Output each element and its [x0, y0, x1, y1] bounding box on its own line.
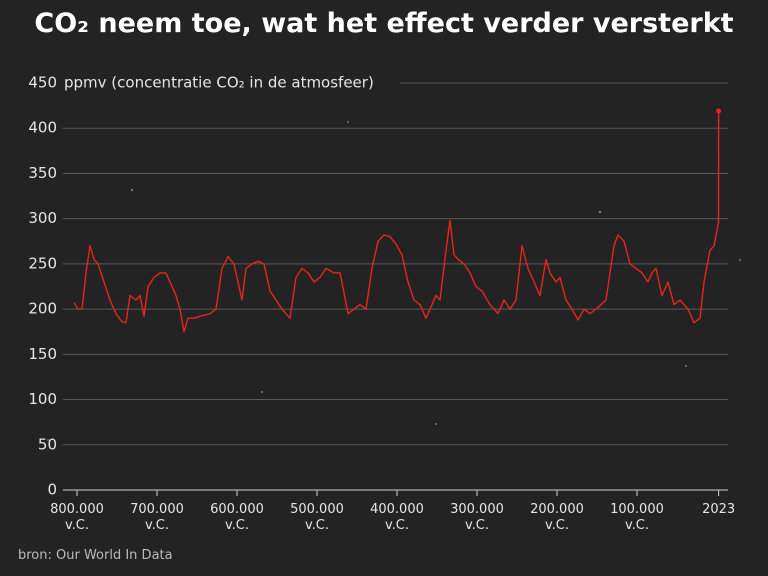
y-tick-label: 250: [28, 254, 57, 272]
y-tick-label: 50: [38, 435, 57, 453]
x-tick-label: 700.000 v.C.: [130, 502, 184, 533]
y-tick-label: 0: [47, 481, 57, 499]
y-tick-label: 100: [28, 390, 57, 408]
chart-title: CO₂ neem toe, wat het effect verder vers…: [34, 8, 734, 39]
data-line: [73, 111, 720, 333]
stars: [47, 121, 741, 441]
x-tick-label: 600.000 v.C.: [210, 502, 264, 533]
x-tick-label: 300.000 v.C.: [450, 502, 504, 533]
y-tick-label: 450: [28, 74, 57, 92]
end-point: [716, 108, 722, 114]
y-axis-title: ppmv (concentratie CO₂ in de atmosfeer): [64, 74, 374, 92]
y-tick-label: 200: [28, 300, 57, 318]
x-tick-label: 100.000 v.C.: [610, 502, 664, 533]
y-tick-label: 400: [28, 119, 57, 137]
x-tick-label: 500.000 v.C.: [290, 502, 344, 533]
y-tick-label: 150: [28, 345, 57, 363]
x-tick-label: 2023: [702, 502, 736, 517]
y-tick-label: 300: [28, 209, 57, 227]
x-tick-label: 200.000 v.C.: [530, 502, 584, 533]
x-tick-label: 400.000 v.C.: [370, 502, 424, 533]
x-tick-label: 800.000 v.C.: [50, 502, 104, 533]
source: bron: Our World In Data: [18, 548, 173, 563]
y-tick-label: 350: [28, 164, 57, 182]
